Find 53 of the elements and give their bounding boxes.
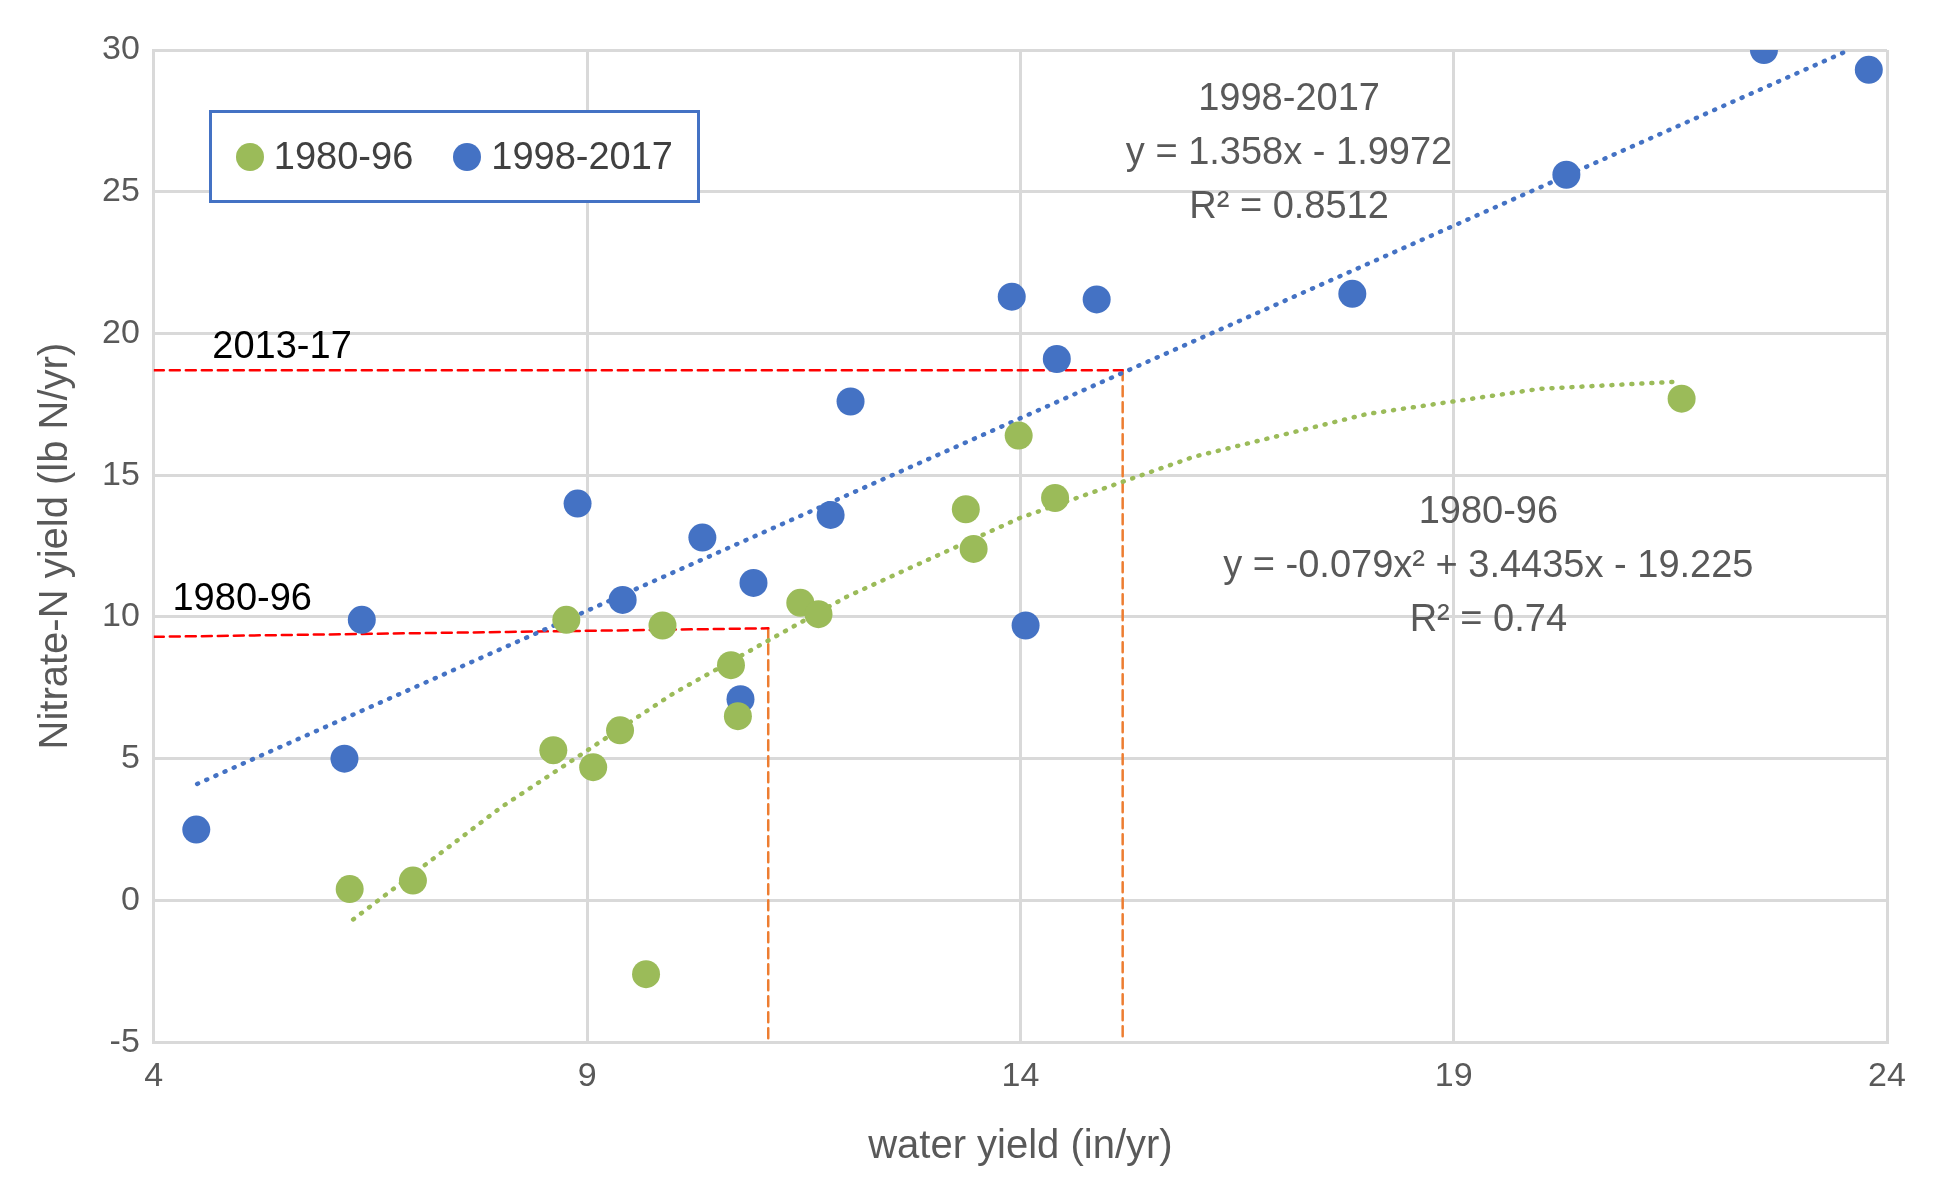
x-tick-label: 14 (1001, 1054, 1040, 1093)
point (632, 960, 661, 989)
point (739, 568, 768, 597)
point (398, 866, 427, 895)
y-tick-label: 30 (101, 28, 140, 67)
point (579, 753, 608, 782)
x-tick-label: 24 (1868, 1054, 1906, 1093)
point (816, 500, 845, 529)
point (1004, 421, 1033, 450)
point (335, 875, 364, 904)
point (688, 523, 717, 552)
point (648, 611, 677, 640)
y-tick-label: 5 (120, 737, 140, 776)
x-axis-title: water yield (in/yr) (867, 1122, 1173, 1167)
point (836, 387, 865, 416)
point (1667, 384, 1696, 413)
x-tick-label: 19 (1434, 1054, 1473, 1093)
point (804, 600, 833, 629)
point (1041, 483, 1070, 512)
point (606, 716, 635, 745)
point (347, 605, 376, 634)
point (1854, 55, 1883, 84)
point (997, 282, 1026, 311)
point (951, 495, 980, 524)
y-tick-label: 20 (101, 311, 140, 350)
y-tick-label: 15 (101, 453, 140, 492)
y-tick-label: 10 (101, 595, 140, 634)
y-tick-label: 0 (120, 878, 140, 917)
x-tick-label: 9 (577, 1054, 597, 1093)
point (608, 585, 637, 614)
point (959, 534, 988, 563)
point (563, 489, 592, 518)
annotation: 1998-2017 y = 1.358x - 1.9972 R² = 0.8512 (1125, 76, 1453, 227)
point (1552, 160, 1581, 189)
y-axis-title: Nitrate-N yield (lb N/yr) (31, 342, 76, 750)
point (716, 651, 745, 680)
y-tick-label: -5 (109, 1020, 140, 1059)
legend-label: 1980-96 (273, 135, 414, 178)
y-tick-label: 25 (101, 170, 140, 209)
point (1042, 345, 1071, 373)
legend-label: 1998-2017 (491, 135, 674, 178)
annotation: 1980-96 (172, 576, 312, 619)
point (1082, 285, 1111, 314)
x-tick-label: 4 (144, 1054, 164, 1093)
point (552, 605, 581, 634)
annotation: 2013-17 (212, 324, 352, 367)
annotation: 1980-96 y = -0.079x² + 3.4435x - 19.225 R² = 0.74 (1223, 488, 1754, 639)
point (723, 702, 752, 731)
point (330, 744, 359, 773)
point (1011, 611, 1040, 640)
point (539, 736, 568, 765)
point (1338, 279, 1367, 308)
point (182, 815, 211, 844)
